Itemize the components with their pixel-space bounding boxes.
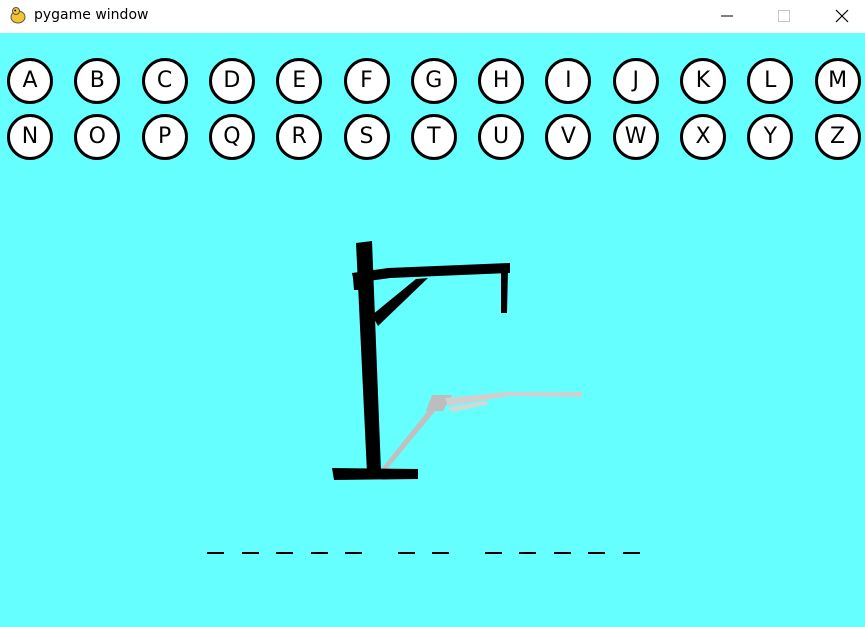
game-canvas: A B C D E F G H I J K L M N O P Q R S T U V W X Y Z <box>0 33 865 627</box>
letter-blank <box>276 552 293 554</box>
letter-label: Q <box>223 124 241 149</box>
gallows-beam <box>353 276 362 290</box>
letter-blank <box>397 552 415 554</box>
letter-button-m[interactable]: M <box>814 58 861 104</box>
minimize-button[interactable] <box>704 0 750 32</box>
letter-label: S <box>359 124 374 149</box>
letter-label: X <box>695 124 711 149</box>
letter-button-i[interactable]: I <box>545 58 592 104</box>
letter-button-f[interactable]: F <box>343 58 390 104</box>
letter-button-h[interactable]: H <box>478 58 525 104</box>
letter-blank <box>310 552 328 554</box>
letter-button-e[interactable]: E <box>276 58 323 104</box>
letter-label: Z <box>830 124 846 149</box>
gallows-rope <box>501 269 508 313</box>
letter-label: J <box>632 68 639 93</box>
maximize-icon <box>778 10 790 22</box>
letter-button-p[interactable]: P <box>141 114 188 160</box>
letter-label: N <box>21 124 39 149</box>
letter-button-b[interactable]: B <box>74 58 121 104</box>
letter-blank <box>519 552 536 554</box>
letter-blank <box>622 552 640 554</box>
letter-label: O <box>88 124 106 149</box>
letter-blank <box>484 552 502 554</box>
gallows-gray-stroke <box>445 392 582 406</box>
letter-label: B <box>89 68 105 93</box>
letter-button-o[interactable]: O <box>74 114 121 160</box>
letter-button-c[interactable]: C <box>141 58 188 104</box>
letter-blank <box>345 552 362 554</box>
letter-blank <box>207 552 224 554</box>
letter-button-k[interactable]: K <box>680 58 726 104</box>
letter-label: V <box>560 124 576 149</box>
gallows-beam <box>352 263 510 283</box>
letter-blank <box>432 552 449 554</box>
letter-label: H <box>492 68 510 93</box>
letter-button-w[interactable]: W <box>612 114 659 160</box>
letter-button-g[interactable]: G <box>410 58 457 104</box>
letter-button-y[interactable]: Y <box>747 114 794 160</box>
letter-blank <box>588 552 605 554</box>
letter-label: L <box>764 68 777 93</box>
window-titlebar: pygame window <box>0 0 865 32</box>
letter-label: T <box>427 124 441 149</box>
letter-button-u[interactable]: U <box>478 114 525 160</box>
letter-button-r[interactable]: R <box>276 114 323 160</box>
letter-label: E <box>292 68 307 93</box>
gallows-gray-stroke <box>448 401 490 412</box>
letter-button-v[interactable]: V <box>545 114 592 160</box>
letter-blank <box>241 552 259 554</box>
gallows-drawing <box>332 241 582 480</box>
gallows-post <box>356 241 381 473</box>
letter-button-z[interactable]: Z <box>814 114 861 160</box>
letter-label: K <box>695 68 711 93</box>
letter-button-j[interactable]: J <box>612 58 659 104</box>
letter-label: P <box>157 124 172 149</box>
letter-label: G <box>425 68 443 93</box>
maximize-button[interactable] <box>761 0 807 32</box>
gallows-brace <box>372 278 428 326</box>
letter-label: Y <box>763 124 778 149</box>
pygame-snake-icon <box>10 7 26 24</box>
letter-label: I <box>565 68 572 93</box>
letter-label: D <box>223 68 241 93</box>
gallows-gray-stroke <box>378 398 446 473</box>
letter-button-n[interactable]: N <box>7 114 53 160</box>
letter-label: A <box>22 68 38 93</box>
letter-button-s[interactable]: S <box>343 114 390 160</box>
close-icon <box>835 9 849 23</box>
window-title: pygame window <box>34 7 149 23</box>
letter-label: U <box>493 124 510 149</box>
close-button[interactable] <box>819 0 865 32</box>
gallows-base <box>332 468 418 480</box>
letter-button-q[interactable]: Q <box>208 114 255 160</box>
letter-blank <box>553 552 571 554</box>
minimize-icon <box>721 15 733 17</box>
letter-button-l[interactable]: L <box>747 58 794 104</box>
letter-label: M <box>828 68 848 93</box>
letter-button-x[interactable]: X <box>680 114 726 160</box>
letter-button-t[interactable]: T <box>410 114 457 160</box>
letter-label: W <box>624 124 647 149</box>
letter-label: F <box>360 68 373 93</box>
letter-button-a[interactable]: A <box>7 58 53 104</box>
letter-label: R <box>291 124 307 149</box>
letter-label: C <box>156 68 173 93</box>
letter-button-d[interactable]: D <box>208 58 255 104</box>
